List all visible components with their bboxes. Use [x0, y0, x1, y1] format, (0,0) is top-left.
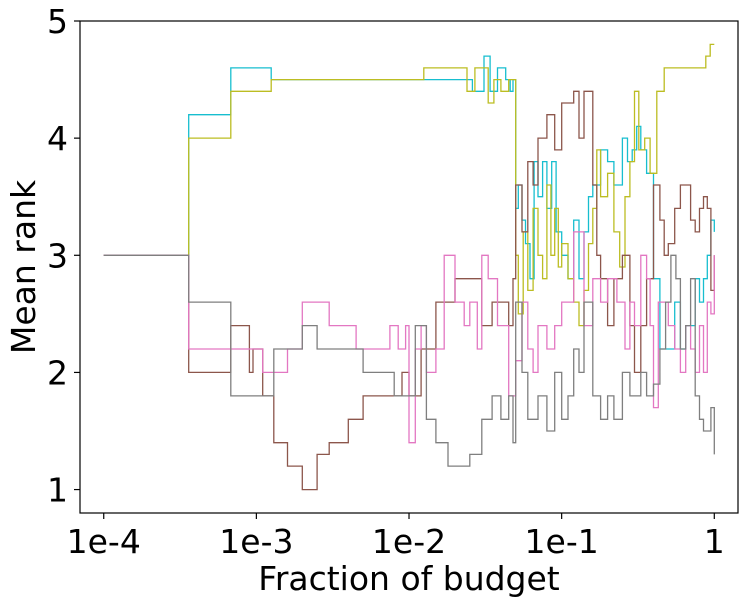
y-tick-label: 5 — [47, 2, 68, 41]
x-axis-label: Fraction of budget — [258, 559, 560, 598]
x-tick-label: 1e-4 — [67, 522, 141, 561]
y-tick-label: 4 — [47, 119, 68, 158]
series-line-pink — [103, 231, 715, 444]
series-line-cyan — [103, 55, 715, 350]
x-axis-ticks: 1e-4 1e-3 1e-2 1e-1 1 — [67, 513, 725, 561]
series-line-olive — [103, 43, 715, 327]
y-axis-ticks: 1 2 3 4 5 — [47, 2, 80, 510]
x-tick-label: 1e-2 — [372, 522, 446, 561]
x-tick-label: 1e-3 — [219, 522, 293, 561]
y-tick-label: 1 — [47, 471, 68, 510]
y-tick-label: 3 — [47, 236, 68, 275]
series-line-gray — [103, 254, 715, 467]
x-tick-label: 1e-1 — [525, 522, 599, 561]
series-line-brown — [103, 90, 715, 491]
series-layer — [103, 43, 715, 491]
x-tick-label: 1 — [704, 522, 725, 561]
y-axis-label: Mean rank — [4, 179, 43, 354]
y-tick-label: 2 — [47, 353, 68, 392]
